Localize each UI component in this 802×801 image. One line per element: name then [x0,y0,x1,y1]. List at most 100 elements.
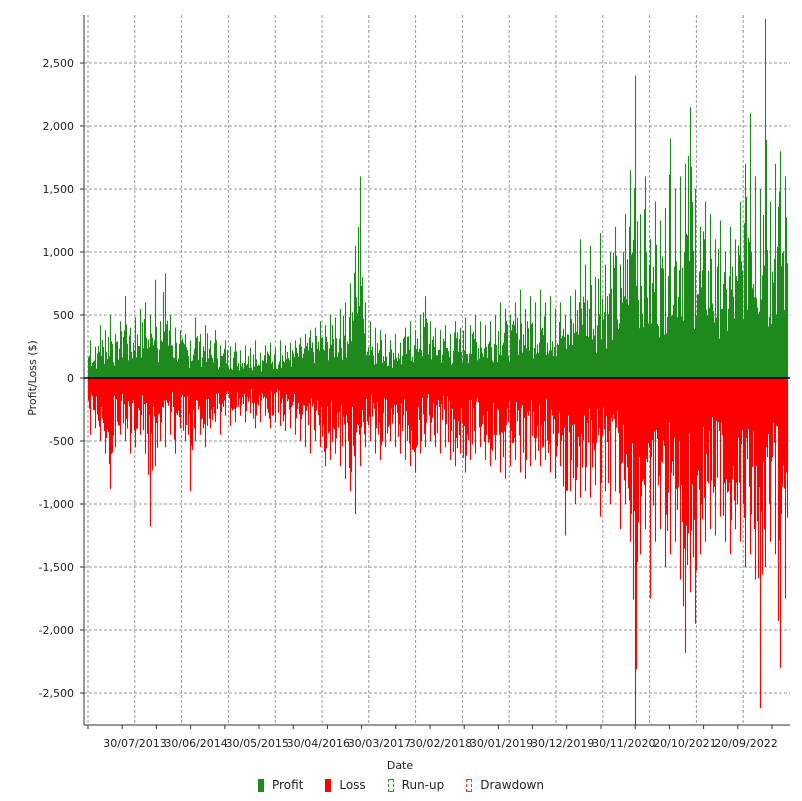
loss-bar [697,378,704,555]
profit-bar [602,264,609,378]
loss-bar [567,378,574,492]
loss-bar [562,378,569,536]
y-tick-label: -2,000 [39,624,74,637]
loss-bar [692,378,699,624]
loss-bar [292,378,299,435]
loss-bar [247,378,254,414]
y-tick-label: -500 [49,435,74,448]
loss-bar [287,378,294,429]
legend-profit[interactable]: Profit [258,778,303,792]
profit-bar [412,330,419,378]
profit-bar [147,315,154,378]
loss-bar [382,378,389,448]
profit-bar [372,327,379,378]
loss-bar [737,378,744,542]
loss-bar [332,378,339,454]
profit-bar [577,239,584,378]
profit-bar [397,342,404,378]
profit-bar [487,321,494,378]
profit-bar [562,315,569,378]
profit-bar [707,214,714,378]
profit-bar [512,302,519,378]
loss-bar [507,378,514,467]
loss-bar [202,378,209,448]
profit-bar [172,327,179,378]
profit-bar [362,302,369,378]
profit-bar [757,189,764,378]
loss-bar [702,378,709,542]
loss-bar [732,378,739,530]
loss-bar [727,378,734,555]
profit-bar [777,151,784,378]
profit-bar [257,352,264,378]
profit-bar [452,321,459,378]
loss-bar [397,378,404,454]
legend-label: Drawdown [480,778,544,792]
profit-bar [517,289,524,378]
profit-bar [522,308,529,378]
loss-bar [422,378,429,448]
profit-bar [687,107,694,378]
profit-bar [497,302,504,378]
profit-bar [217,345,224,378]
loss-bar [492,378,499,460]
loss-bar [457,378,464,454]
loss-bar [272,378,279,423]
profit-bar [157,321,164,378]
profit-bar [222,340,229,378]
loss-bar [322,378,329,467]
profit-bar [617,264,624,378]
legend-drawdown[interactable]: Drawdown [466,778,544,792]
profit-bar [437,330,444,378]
loss-bar [252,378,259,429]
profit-bar [622,214,629,378]
profit-bar [262,345,269,378]
loss-bar [347,378,354,492]
profit-bar [342,302,349,378]
profit-bar [612,226,619,378]
profit-bar [712,239,719,378]
loss-bar [297,378,304,441]
loss-bar [167,378,174,435]
loss-bar [197,378,204,435]
loss-bar [227,378,234,426]
profit-swatch-icon [258,778,265,792]
legend: Profit Loss Run-up Drawdown [0,778,802,792]
profit-bar [582,264,589,378]
loss-bar [577,378,584,498]
loss-bar [557,378,564,467]
loss-bar [637,378,644,555]
legend-loss[interactable]: Loss [325,778,366,792]
loss-bar [687,378,694,593]
profit-bar [92,346,99,378]
profit-bar [457,327,464,378]
profit-bar [557,302,564,378]
x-tick-label: 20/10/2021 [653,737,716,750]
profit-bar [347,283,354,378]
loss-bar [752,378,759,580]
loss-bar [312,378,319,441]
profit-bar [492,315,499,378]
loss-bar [717,378,724,517]
loss-bar [472,378,479,454]
profit-bar [282,345,289,378]
bars [87,18,789,725]
loss-bar [642,378,649,530]
profit-bar [722,252,729,378]
loss-bar [237,378,244,416]
loss-bar [352,378,359,515]
profit-bar [322,325,329,378]
profit-bar [382,333,389,378]
loss-bar [207,378,214,429]
profit-bar [572,289,579,378]
x-tick-label: 20/09/2022 [714,737,777,750]
profit-bar [392,333,399,378]
loss-bar [462,378,469,473]
profit-bar [227,346,234,378]
loss-bar [582,378,589,492]
loss-bar [147,378,154,527]
profit-bar [647,239,654,378]
profit-bar [717,220,724,378]
loss-bar [112,378,119,448]
legend-runup[interactable]: Run-up [387,778,444,792]
